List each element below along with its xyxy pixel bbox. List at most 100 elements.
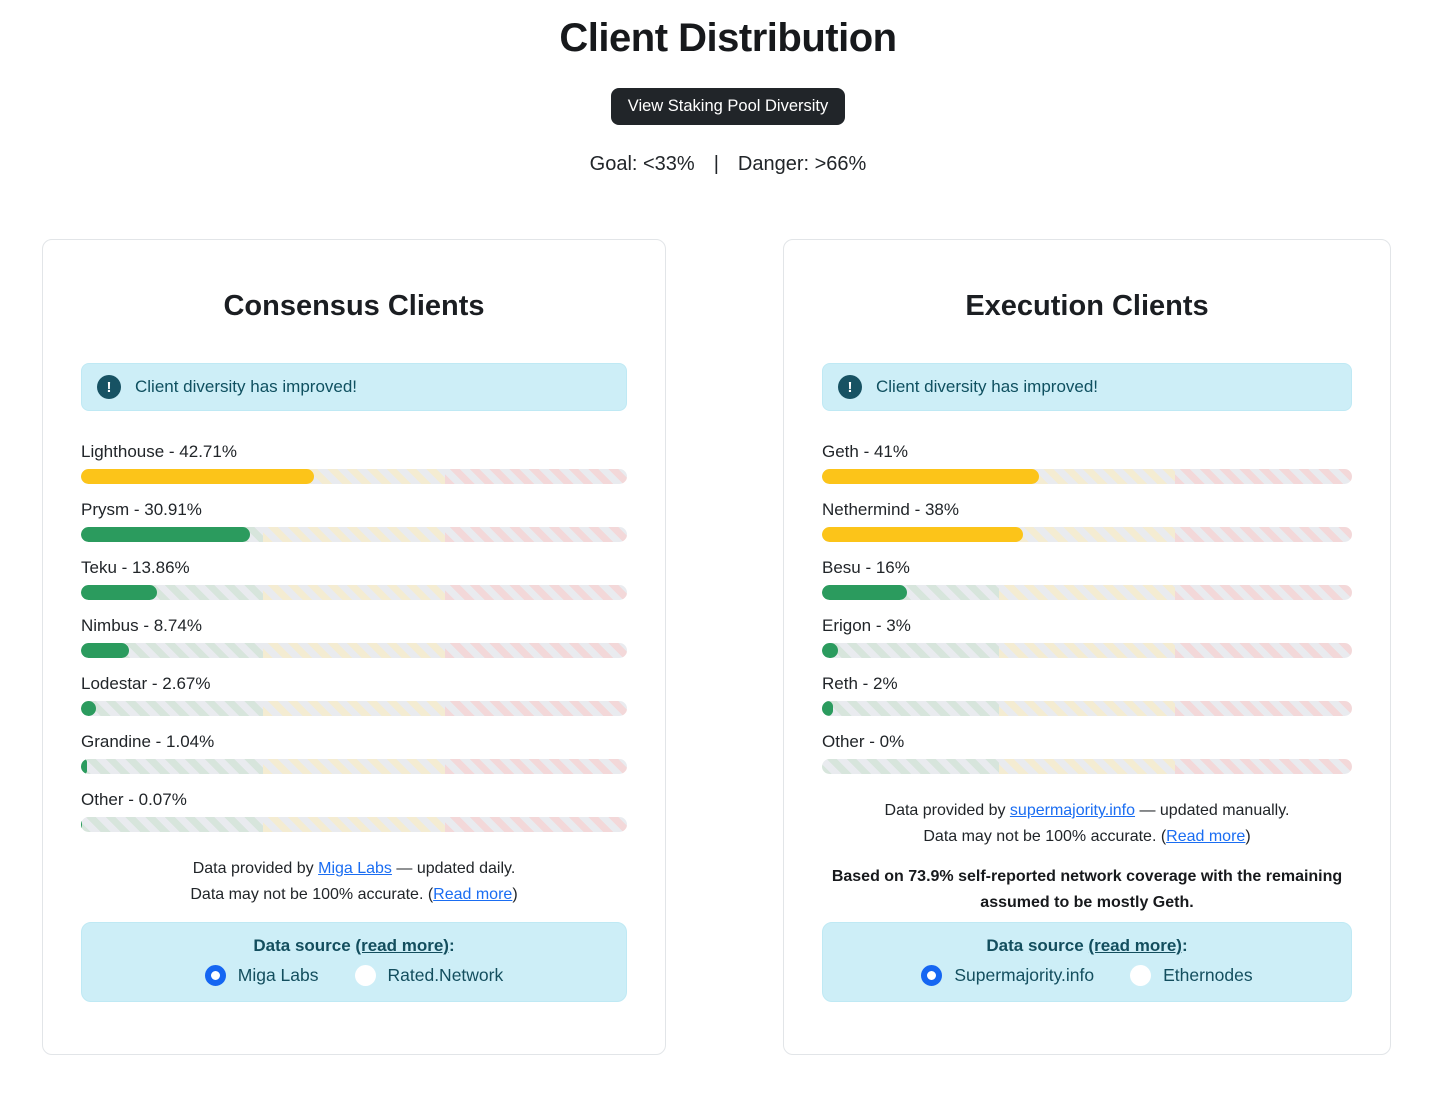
data-source-option-label: Rated.Network — [387, 965, 504, 985]
radio-unselected-icon[interactable] — [1130, 965, 1152, 986]
data-source-colon: : — [1181, 936, 1188, 955]
client-bar-fill — [81, 469, 315, 484]
client-bar-track — [822, 469, 1352, 484]
client-bar-fill — [81, 643, 129, 658]
client-bar-track — [81, 701, 627, 716]
data-source-read-more-link[interactable]: (read more) — [1088, 936, 1182, 955]
data-source-colon: : — [448, 936, 455, 955]
mid-zone — [998, 469, 1176, 484]
read-more-link[interactable]: Read more — [1166, 828, 1246, 845]
data-source-option-label: Ethernodes — [1163, 965, 1253, 985]
goal-zone — [81, 759, 263, 774]
page-title: Client Distribution — [559, 16, 897, 60]
radio-selected-icon[interactable] — [921, 965, 943, 986]
provider-note: Data provided by Miga Labs — updated dai… — [81, 856, 627, 908]
client-bar-item: Geth - 41% — [822, 441, 1352, 484]
mid-zone — [263, 759, 445, 774]
provider-note: Data provided by supermajority.info — up… — [822, 798, 1352, 850]
provider-note-suffix: — updated manually. — [1135, 802, 1290, 819]
radio-selected-icon[interactable] — [204, 965, 226, 986]
data-source-box: Data source (read more): Miga Labs Rated.… — [81, 922, 627, 1002]
client-bar-track — [81, 817, 627, 832]
radio-unselected-icon[interactable] — [354, 965, 376, 986]
provider-note-prefix: Data provided by — [192, 860, 319, 877]
danger-zone — [1175, 469, 1352, 484]
cards-container: Consensus Clients ! Client diversity has… — [42, 239, 1456, 1055]
client-bar-fill — [822, 527, 1024, 542]
client-bar-label: Lighthouse - 42.71% — [81, 442, 237, 461]
goal-zone — [81, 701, 263, 716]
provider-note-suffix: — updated daily. — [391, 860, 516, 877]
goal-label: Goal: <33% — [589, 153, 695, 175]
data-source-option[interactable]: Rated.Network — [354, 965, 504, 986]
client-bar-label: Other - 0% — [822, 732, 905, 751]
data-source-option[interactable]: Ethernodes — [1130, 965, 1253, 986]
danger-zone — [1175, 759, 1352, 774]
client-bar-item: Other - 0% — [822, 731, 1352, 774]
cta-row: View Staking Pool Diversity — [0, 88, 1456, 125]
client-bar-fill — [81, 527, 250, 542]
client-bar-label: Nethermind - 38% — [822, 500, 960, 519]
data-source-option-label: Supermajority.info — [954, 965, 1095, 985]
client-bar-item: Nimbus - 8.74% — [81, 615, 627, 658]
danger-zone — [445, 527, 627, 542]
client-bar-fill — [822, 643, 838, 658]
client-bar-fill — [81, 759, 87, 774]
data-source-option[interactable]: Miga Labs — [204, 965, 319, 986]
data-source-title: Data source (read more): — [837, 936, 1337, 956]
accuracy-note-suffix: ) — [512, 886, 518, 903]
client-bar-track — [81, 469, 627, 484]
data-source-option[interactable]: Supermajority.info — [921, 965, 1094, 986]
provider-note-prefix: Data provided by — [884, 802, 1010, 819]
client-bar-track — [81, 585, 627, 600]
banner-text: Client diversity has improved! — [876, 377, 1099, 396]
consensus-clients-card: Consensus Clients ! Client diversity has… — [42, 239, 666, 1055]
client-bar-item: Nethermind - 38% — [822, 499, 1352, 542]
goal-danger-line: Goal: <33% | Danger: >66% — [0, 153, 1456, 176]
client-bar-track — [822, 585, 1352, 600]
client-bar-fill — [822, 585, 907, 600]
banner-text: Client diversity has improved! — [135, 377, 358, 396]
client-bar-label: Geth - 41% — [822, 442, 908, 461]
consensus-card-title: Consensus Clients — [223, 290, 485, 322]
execution-clients-card: Execution Clients ! Client diversity has… — [783, 239, 1391, 1055]
danger-zone — [1175, 527, 1352, 542]
client-bar-item: Reth - 2% — [822, 673, 1352, 716]
mid-zone — [998, 759, 1176, 774]
mid-zone — [263, 643, 445, 658]
client-bar-item: Erigon - 3% — [822, 615, 1352, 658]
danger-label: Danger: >66% — [737, 153, 867, 175]
danger-zone — [1175, 701, 1352, 716]
client-bar-label: Grandine - 1.04% — [81, 732, 215, 751]
mid-zone — [998, 585, 1176, 600]
provider-link[interactable]: Miga Labs — [318, 860, 392, 877]
danger-zone — [1175, 585, 1352, 600]
danger-zone — [445, 469, 627, 484]
exclamation-circle-icon: ! — [97, 375, 121, 399]
accuracy-note-suffix: ) — [1245, 828, 1251, 845]
diversity-improved-banner: ! Client diversity has improved! — [822, 363, 1352, 411]
danger-zone — [445, 701, 627, 716]
client-bar-label: Lodestar - 2.67% — [81, 674, 211, 693]
danger-zone — [1175, 643, 1352, 658]
client-bar-track — [81, 759, 627, 774]
source-options: Miga Labs Rated.Network — [96, 965, 612, 986]
mid-zone — [998, 701, 1176, 716]
mid-zone — [263, 817, 445, 832]
danger-zone — [445, 585, 627, 600]
client-bar-fill — [822, 469, 1040, 484]
client-bar-fill — [81, 585, 157, 600]
client-bar-track — [822, 701, 1352, 716]
view-staking-pool-diversity-button[interactable]: View Staking Pool Diversity — [610, 88, 846, 125]
source-options: Supermajority.info Ethernodes — [837, 965, 1337, 986]
accuracy-note-prefix: Data may not be 100% accurate. ( — [190, 886, 434, 903]
data-source-title: Data source (read more): — [96, 936, 612, 956]
client-bar-label: Other - 0.07% — [81, 790, 187, 809]
client-bar-label: Reth - 2% — [822, 674, 898, 693]
read-more-link[interactable]: Read more — [433, 886, 513, 903]
client-bar-label: Nimbus - 8.74% — [81, 616, 202, 635]
data-source-read-more-link[interactable]: (read more) — [355, 936, 449, 955]
client-bar-label: Prysm - 30.91% — [81, 500, 202, 519]
client-bar-track — [822, 643, 1352, 658]
provider-link[interactable]: supermajority.info — [1009, 802, 1136, 819]
